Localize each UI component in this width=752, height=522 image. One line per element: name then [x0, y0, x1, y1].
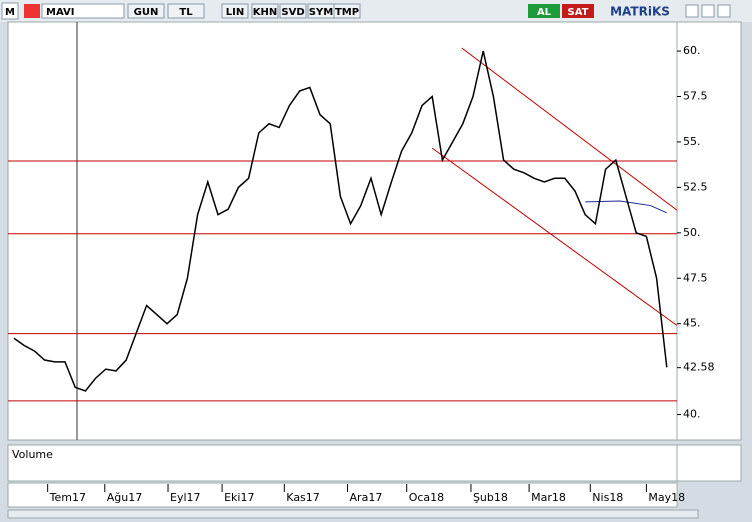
min-button[interactable] [685, 4, 699, 18]
toolbar-button-label: TMP [335, 7, 359, 18]
x-tick-label: Oca18 [409, 491, 444, 504]
buy: AL [537, 7, 552, 18]
plot-area [7, 21, 678, 441]
y-tick-label: 55. [683, 135, 701, 148]
trend-line [585, 200, 668, 214]
y-tick-label: 45. [683, 317, 701, 330]
toolbar-button-label: LIN [226, 7, 244, 18]
volume-axis [676, 444, 742, 482]
toolbar-button-label: SYM [309, 7, 333, 18]
toolbar-button-label: SVD [281, 7, 304, 18]
y-tick-label: 50. [683, 226, 701, 239]
toolbar-button-label: KHN [253, 7, 278, 18]
x-tick-label: Tem17 [49, 491, 86, 504]
sell: SAT [568, 7, 589, 18]
x-tick-label: Eki17 [224, 491, 254, 504]
x-tick-label: Mar18 [531, 491, 566, 504]
volume-label: Volume [12, 448, 53, 461]
toolbar-button[interactable] [333, 3, 361, 19]
y-tick-label: 57.5 [683, 90, 708, 103]
symbol: MAVI [46, 7, 74, 18]
sell-button[interactable] [562, 4, 594, 18]
x-tick-label: Ara17 [350, 491, 383, 504]
brand: MATRiKS [610, 5, 670, 19]
y-axis-area [676, 21, 742, 441]
x-tick-label: Şub18 [473, 491, 508, 504]
toolbar-button[interactable] [251, 3, 279, 19]
x-tick-label: Kas17 [286, 491, 320, 504]
y-tick-label: 40. [683, 408, 701, 421]
x-tick-label: Nis18 [592, 491, 623, 504]
x-tick-label: Eyl17 [170, 491, 201, 504]
close-icon[interactable] [24, 4, 40, 18]
volume-panel [7, 444, 678, 482]
toolbar-button[interactable] [127, 3, 165, 19]
trend-line [431, 147, 678, 326]
y-tick-label: 47.5 [683, 271, 708, 284]
logo: M [5, 7, 15, 18]
scrollbar[interactable] [7, 509, 699, 519]
toolbar-button[interactable] [167, 3, 205, 19]
toolbar-button-label: TL [179, 7, 193, 18]
logo-box[interactable] [1, 2, 19, 20]
toolbar-button[interactable] [221, 3, 249, 19]
symbol-box[interactable] [41, 3, 125, 19]
buy-button[interactable] [528, 4, 560, 18]
close-button[interactable] [717, 4, 731, 18]
y-tick-label: 60. [683, 44, 701, 57]
toolbar-button-label: GUN [134, 7, 159, 18]
x-axis-area [7, 482, 678, 508]
trend-line [461, 47, 678, 211]
y-tick-label: 42.58 [683, 361, 715, 374]
x-tick-label: May18 [648, 491, 685, 504]
x-tick-label: Ağu17 [107, 491, 142, 504]
price-line [13, 50, 668, 392]
max-button[interactable] [701, 4, 715, 18]
toolbar-button[interactable] [279, 3, 307, 19]
y-tick-label: 52.5 [683, 180, 708, 193]
